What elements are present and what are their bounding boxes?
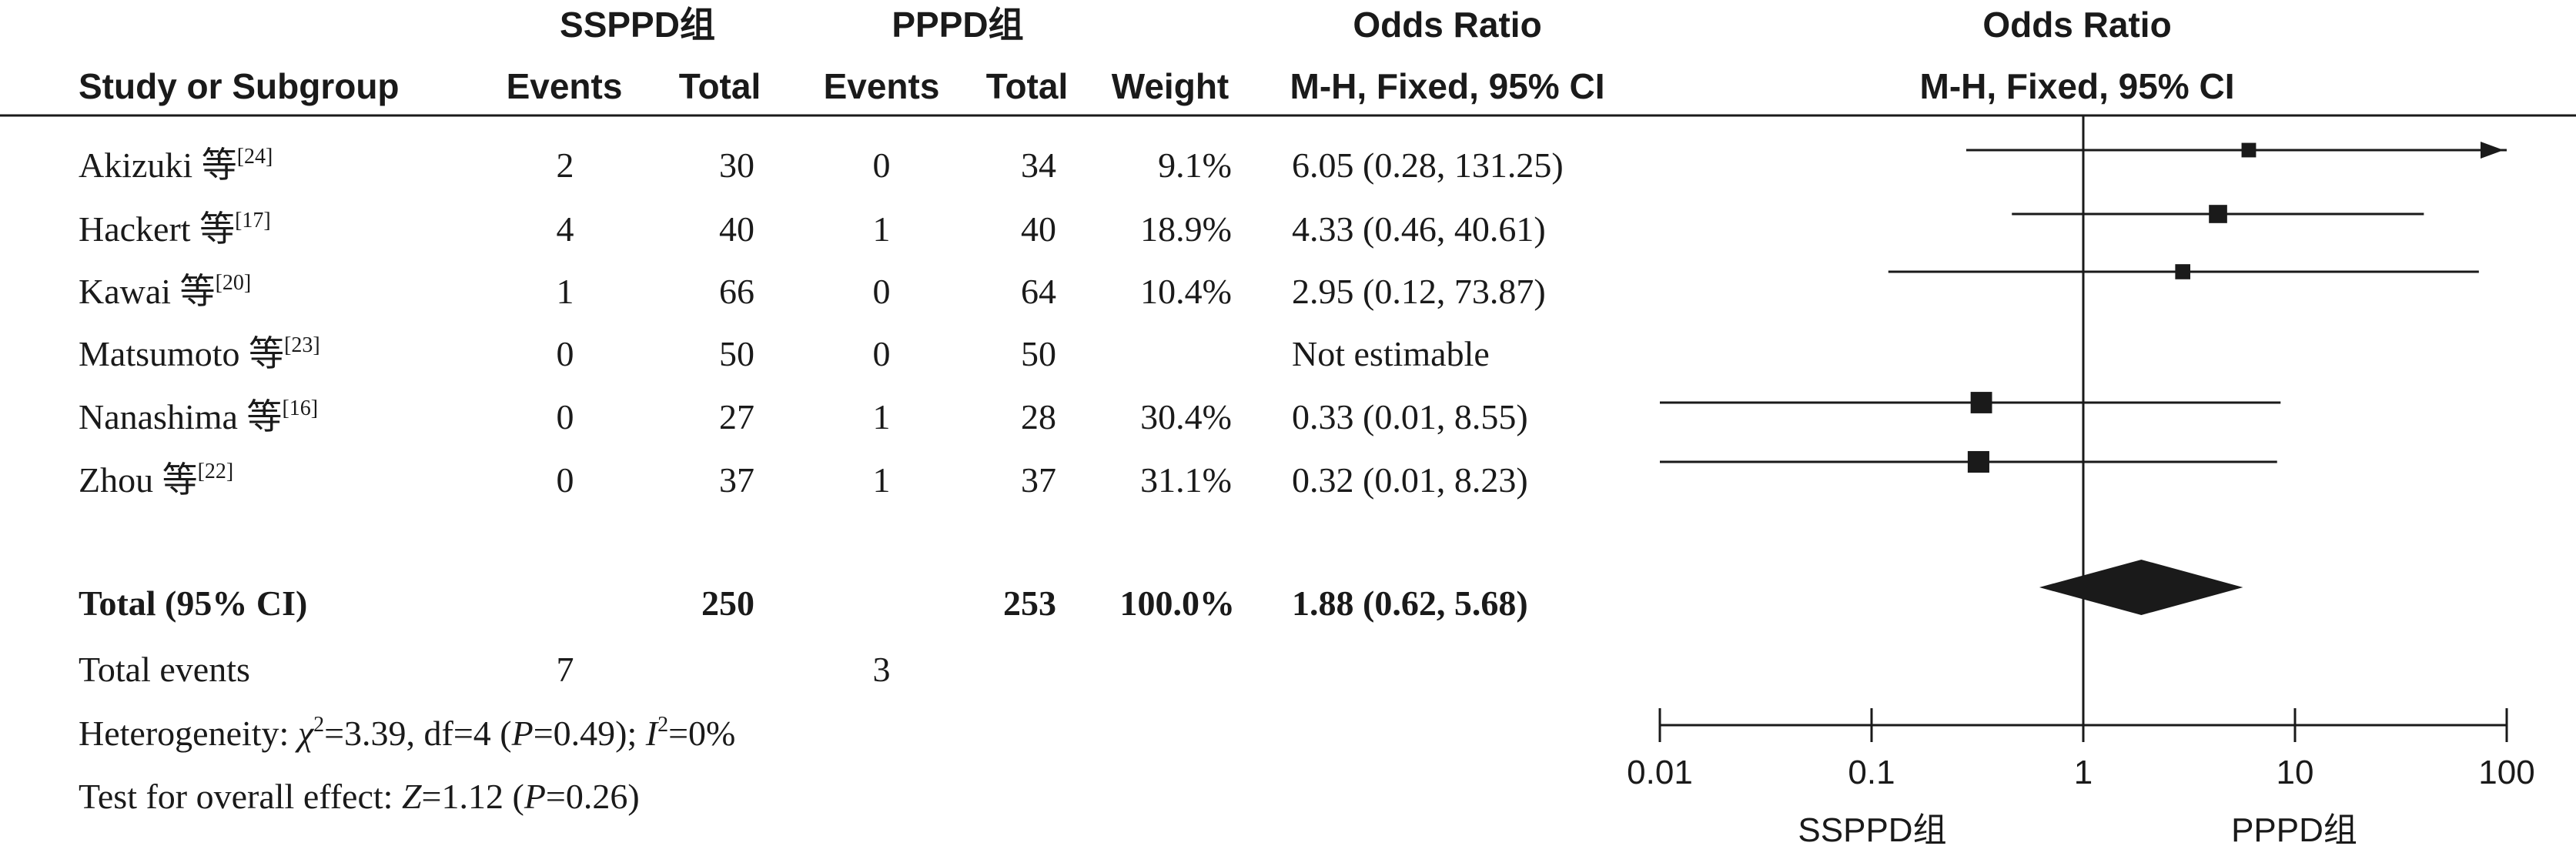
weight-column-header: Weight <box>1112 66 1229 106</box>
events1-value: 4 <box>557 209 574 249</box>
ci-text: 4.33 (0.46, 40.61) <box>1292 209 1546 249</box>
effect-square <box>1970 392 1992 413</box>
plot-area: 0.01 0.1 1 10 100 <box>1627 115 2535 791</box>
events2-value: 0 <box>873 334 891 373</box>
total-label: Total (95% CI) <box>79 583 307 623</box>
events1-value: 2 <box>557 145 574 185</box>
events1-value: 0 <box>557 397 574 436</box>
study-name: Nanashima 等[16] <box>79 396 318 436</box>
odds-ratio-table-header: Odds Ratio <box>1353 5 1541 45</box>
ci-text: 0.32 (0.01, 8.23) <box>1292 460 1528 500</box>
total1-value: 30 <box>719 145 754 185</box>
favours-right-label: PPPD组 <box>2231 811 2357 849</box>
total-events1: 7 <box>557 650 574 689</box>
total1-value: 40 <box>719 209 754 249</box>
total-ci-text: 1.88 (0.62, 5.68) <box>1292 583 1528 623</box>
method-plot-header: M-H, Fixed, 95% CI <box>1920 66 2235 106</box>
total1-value: 27 <box>719 397 754 436</box>
total1-value: 37 <box>719 460 754 500</box>
x-tick-label: 0.1 <box>1848 754 1895 791</box>
total1-column-header: Total <box>679 66 761 106</box>
pooled-diamond <box>2039 560 2243 615</box>
ci-text: 2.95 (0.12, 73.87) <box>1292 272 1546 311</box>
overall-effect-text: Test for overall effect: Z=1.12 (P=0.26) <box>79 777 640 816</box>
group1-header: SSPPD组 <box>560 5 715 45</box>
total2-value: 34 <box>1021 145 1056 185</box>
ci-text: Not estimable <box>1292 334 1490 373</box>
study-name: Akizuki 等[24] <box>79 145 273 185</box>
table-header: SSPPD组 PPPD组 Odds Ratio Odds Ratio Study… <box>0 5 2576 117</box>
events2-value: 0 <box>873 272 891 311</box>
study-name: Kawai 等[20] <box>79 271 251 311</box>
heterogeneity-text: Heterogeneity: χ2=3.39, df=4 (P=0.49); I… <box>79 713 735 753</box>
total1-value: 50 <box>719 334 754 373</box>
total-events-label: Total events <box>79 650 250 689</box>
effect-square <box>1967 450 1989 473</box>
x-tick-label: 1 <box>2074 754 2093 791</box>
weight-value: 18.9% <box>1140 209 1232 249</box>
events2-value: 0 <box>873 145 891 185</box>
table-row: Matsumoto 等[23] 0 50 0 50 Not estimable <box>79 333 1490 373</box>
events1-column-header: Events <box>507 66 623 106</box>
weight-value: 10.4% <box>1140 272 1232 311</box>
weight-value: 30.4% <box>1140 397 1232 436</box>
table-row: Zhou 等[22] 0 37 1 37 31.1% 0.32 (0.01, 8.23) <box>79 460 1528 500</box>
total-events-row: Total events 7 3 <box>79 650 891 689</box>
total2-value: 253 <box>1003 583 1056 623</box>
favours-left-label: SSPPD组 <box>1798 811 1946 849</box>
table-row: Nanashima 等[16] 0 27 1 28 30.4% 0.33 (0.01, 8.… <box>79 396 1528 436</box>
total2-value: 40 <box>1021 209 1056 249</box>
x-tick-label: 100 <box>2478 754 2534 791</box>
total1-value: 250 <box>701 583 754 623</box>
x-tick-label: 0.01 <box>1627 754 1693 791</box>
total2-value: 64 <box>1021 272 1056 311</box>
study-column-header: Study or Subgroup <box>79 66 400 106</box>
events2-column-header: Events <box>824 66 940 106</box>
events1-value: 0 <box>557 334 574 373</box>
group2-header: PPPD组 <box>892 5 1023 45</box>
table-row: Akizuki 等[24] 2 30 0 34 9.1% 6.05 (0.28, 131.2… <box>79 145 1564 185</box>
weight-value: 31.1% <box>1140 460 1232 500</box>
method-table-header: M-H, Fixed, 95% CI <box>1290 66 1605 106</box>
ci-text: 6.05 (0.28, 131.25) <box>1292 145 1564 185</box>
table-row: Hackert 等[17] 4 40 1 40 18.9% 4.33 (0.46, 40.6… <box>79 209 1546 249</box>
effect-square <box>2175 264 2191 279</box>
x-tick-label: 10 <box>2277 754 2314 791</box>
events1-value: 1 <box>557 272 574 311</box>
study-name: Hackert 等[17] <box>79 209 271 249</box>
table-row: Kawai 等[20] 1 66 0 64 10.4% 2.95 (0.12, 73.87) <box>79 271 1546 311</box>
events1-value: 0 <box>557 460 574 500</box>
study-name: Zhou 等[22] <box>79 460 233 500</box>
events2-value: 1 <box>873 397 891 436</box>
total-row: Total (95% CI) 250 253 100.0% 1.88 (0.62… <box>79 583 1528 623</box>
study-rows: Akizuki 等[24] 2 30 0 34 9.1% 6.05 (0.28, 131.2… <box>79 145 1564 500</box>
odds-ratio-plot-header: Odds Ratio <box>1982 5 2171 45</box>
total-events2: 3 <box>873 650 891 689</box>
total2-value: 50 <box>1021 334 1056 373</box>
events2-value: 1 <box>873 209 891 249</box>
study-name: Matsumoto 等[23] <box>79 333 320 373</box>
total2-value: 28 <box>1021 397 1056 436</box>
total2-value: 37 <box>1021 460 1056 500</box>
effect-square <box>2241 142 2257 158</box>
total1-value: 66 <box>719 272 754 311</box>
total-weight: 100.0% <box>1120 583 1236 623</box>
events2-value: 1 <box>873 460 891 500</box>
ci-arrow <box>2481 142 2504 159</box>
total2-column-header: Total <box>986 66 1068 106</box>
weight-value: 9.1% <box>1158 145 1232 185</box>
ci-text: 0.33 (0.01, 8.55) <box>1292 397 1528 436</box>
effect-square <box>2209 205 2227 223</box>
